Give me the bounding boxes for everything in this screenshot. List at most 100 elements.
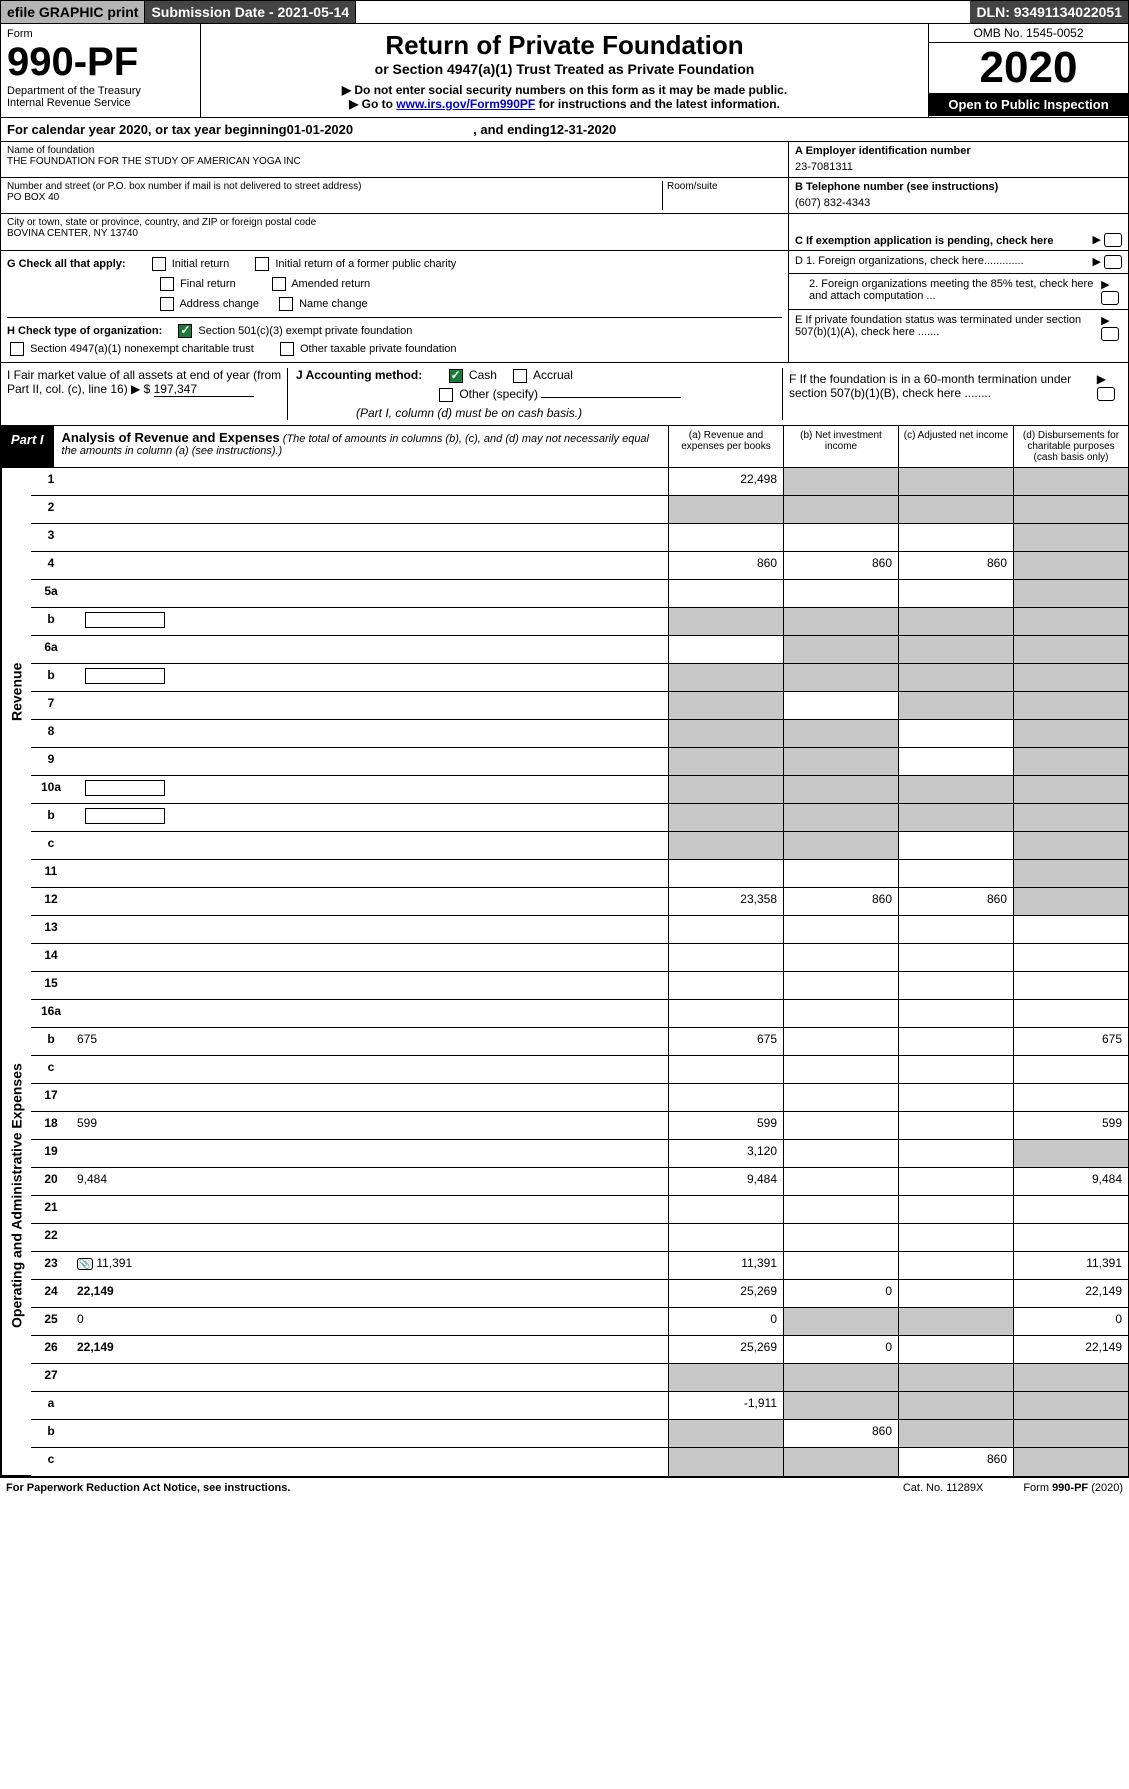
cell-col-b [783, 1252, 898, 1279]
row-number: 22 [31, 1224, 71, 1251]
chk-name-change[interactable] [279, 297, 293, 311]
cell-col-a: 675 [668, 1028, 783, 1055]
row-description [71, 1196, 668, 1223]
row-description [71, 720, 668, 747]
chk-501c3[interactable] [178, 324, 192, 338]
inline-amount-input[interactable] [85, 808, 165, 824]
chk-amended[interactable] [272, 277, 286, 291]
chk-other-method[interactable] [439, 388, 453, 402]
page-footer: For Paperwork Reduction Act Notice, see … [0, 1477, 1129, 1498]
cell-col-b [783, 1168, 898, 1195]
table-row: 8 [31, 720, 1128, 748]
col-c-header: (c) Adjusted net income [898, 426, 1013, 467]
cell-col-c [898, 608, 1013, 635]
cell-col-b [783, 1084, 898, 1111]
row-description: 0 [71, 1308, 668, 1335]
chk-other-taxable[interactable] [280, 342, 294, 356]
cell-col-d [1013, 1224, 1128, 1251]
chk-cash[interactable] [449, 369, 463, 383]
cell-col-b [783, 1028, 898, 1055]
cell-col-b [783, 692, 898, 719]
cell-col-c [898, 944, 1013, 971]
cell-col-a [668, 608, 783, 635]
irs-link[interactable]: www.irs.gov/Form990PF [396, 97, 535, 111]
cell-col-a [668, 860, 783, 887]
cell-col-d [1013, 524, 1128, 551]
cell-col-c [898, 1028, 1013, 1055]
g-label: G Check all that apply: [7, 258, 126, 270]
e-checkbox[interactable] [1101, 327, 1119, 341]
cell-col-b: 860 [783, 888, 898, 915]
cell-col-c [898, 972, 1013, 999]
row-number: c [31, 1448, 71, 1476]
cell-col-a [668, 1364, 783, 1391]
cell-col-c [898, 776, 1013, 803]
cell-col-c [898, 1000, 1013, 1027]
cell-col-c [898, 1308, 1013, 1335]
cell-col-d [1013, 1000, 1128, 1027]
row-description [71, 916, 668, 943]
d2-checkbox[interactable] [1101, 291, 1119, 305]
row-description [71, 1140, 668, 1167]
part1-title: Analysis of Revenue and Expenses [62, 430, 280, 445]
cell-col-d: 599 [1013, 1112, 1128, 1139]
cell-col-d: 675 [1013, 1028, 1128, 1055]
form-number: 990-PF [7, 40, 194, 85]
row-description [71, 776, 668, 803]
row-number: 5a [31, 580, 71, 607]
table-row: c [31, 832, 1128, 860]
cell-col-b [783, 860, 898, 887]
table-row: c 860 [31, 1448, 1128, 1476]
row-description [71, 608, 668, 635]
cell-col-d [1013, 916, 1128, 943]
table-row: 14 [31, 944, 1128, 972]
row-description [71, 468, 668, 495]
cell-col-a: -1,911 [668, 1392, 783, 1419]
chk-final[interactable] [160, 277, 174, 291]
cell-col-a [668, 524, 783, 551]
h-label: H Check type of organization: [7, 325, 162, 337]
cell-col-b [783, 1364, 898, 1391]
row-number: 16a [31, 1000, 71, 1027]
cell-col-c: 860 [898, 1448, 1013, 1476]
cell-col-d [1013, 860, 1128, 887]
inline-amount-input[interactable] [85, 668, 165, 684]
d1-checkbox[interactable] [1104, 255, 1122, 269]
chk-4947[interactable] [10, 342, 24, 356]
row-description: 22,149 [71, 1336, 668, 1363]
cell-col-a [668, 1056, 783, 1083]
cell-col-d: 0 [1013, 1308, 1128, 1335]
row-number: b [31, 1420, 71, 1447]
cell-col-b [783, 972, 898, 999]
table-row: 21 [31, 1196, 1128, 1224]
irs-label: Internal Revenue Service [7, 97, 194, 109]
chk-initial-former[interactable] [255, 257, 269, 271]
cell-col-c [898, 1084, 1013, 1111]
chk-addr-change[interactable] [160, 297, 174, 311]
cell-col-d: 22,149 [1013, 1280, 1128, 1307]
row-number: 15 [31, 972, 71, 999]
e-label: E If private foundation status was termi… [795, 314, 1101, 341]
city-label: City or town, state or province, country… [7, 217, 782, 228]
table-row: 13 [31, 916, 1128, 944]
table-row: 2622,14925,269022,149 [31, 1336, 1128, 1364]
c-checkbox[interactable] [1104, 233, 1122, 247]
row-description [71, 552, 668, 579]
table-row: 23📎 11,39111,39111,391 [31, 1252, 1128, 1280]
foundation-name: THE FOUNDATION FOR THE STUDY OF AMERICAN… [7, 156, 782, 167]
attachment-icon[interactable]: 📎 [77, 1258, 93, 1270]
other-method-input[interactable] [541, 397, 681, 398]
cell-col-a [668, 748, 783, 775]
inline-amount-input[interactable] [85, 780, 165, 796]
cell-col-b [783, 468, 898, 495]
footer-cat: Cat. No. 11289X [903, 1482, 984, 1494]
f-checkbox[interactable] [1097, 387, 1115, 401]
row-number: 6a [31, 636, 71, 663]
cell-col-a: 25,269 [668, 1336, 783, 1363]
chk-accrual[interactable] [513, 369, 527, 383]
cell-col-d: 11,391 [1013, 1252, 1128, 1279]
chk-initial[interactable] [152, 257, 166, 271]
table-row: c [31, 1056, 1128, 1084]
cell-col-d [1013, 832, 1128, 859]
inline-amount-input[interactable] [85, 612, 165, 628]
